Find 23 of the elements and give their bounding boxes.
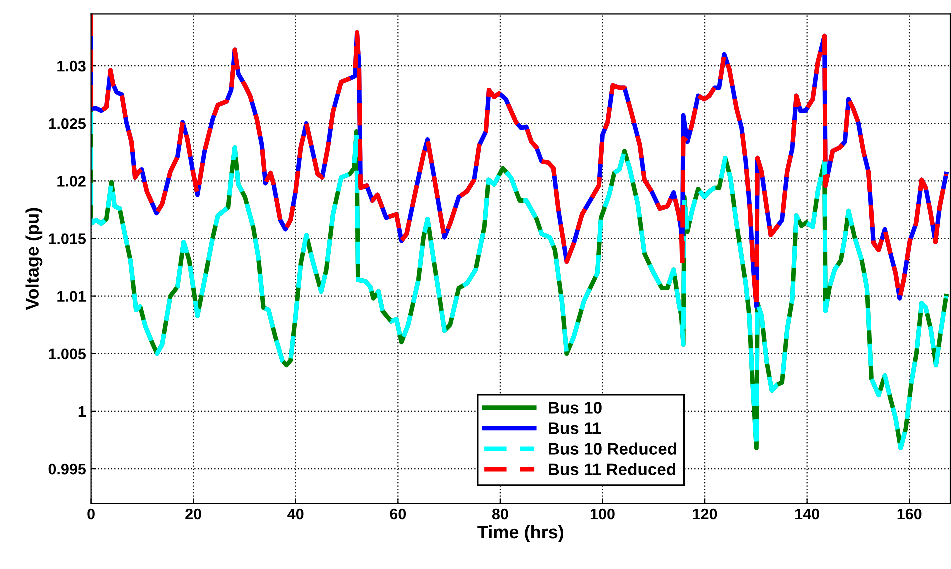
y-tick-label: 1.03 bbox=[58, 60, 86, 72]
x-tick-label: 120 bbox=[693, 508, 718, 520]
x-tick-label: 80 bbox=[492, 508, 508, 520]
x-tick-label: 160 bbox=[898, 508, 922, 520]
y-tick-label: 1.005 bbox=[49, 348, 86, 360]
legend-label: Bus 11 bbox=[549, 422, 602, 434]
x-axis-title: Time (hrs) bbox=[478, 525, 564, 542]
y-tick-label: 1.02 bbox=[58, 176, 86, 187]
legend-label: Bus 11 Reduced bbox=[549, 463, 676, 476]
x-tick-label: 40 bbox=[288, 508, 304, 520]
x-tick-label: 0 bbox=[88, 508, 95, 520]
y-tick-label: 1.015 bbox=[49, 234, 86, 244]
y-tick-label: 1.01 bbox=[58, 291, 86, 302]
x-tick-label: 20 bbox=[186, 508, 202, 520]
y-tick-label: 1.025 bbox=[49, 118, 86, 130]
y-tick-label: 1 bbox=[78, 406, 86, 417]
legend-label: Bus 10 bbox=[549, 402, 602, 414]
x-tick-label: 60 bbox=[390, 508, 406, 520]
y-axis-title: Voltage (pu) bbox=[26, 208, 43, 310]
x-tick-label: 140 bbox=[796, 508, 820, 520]
legend-label: Bus 10 Reduced bbox=[549, 442, 676, 455]
x-tick-label: 100 bbox=[590, 508, 615, 520]
y-tick-label: 0.995 bbox=[48, 464, 86, 475]
